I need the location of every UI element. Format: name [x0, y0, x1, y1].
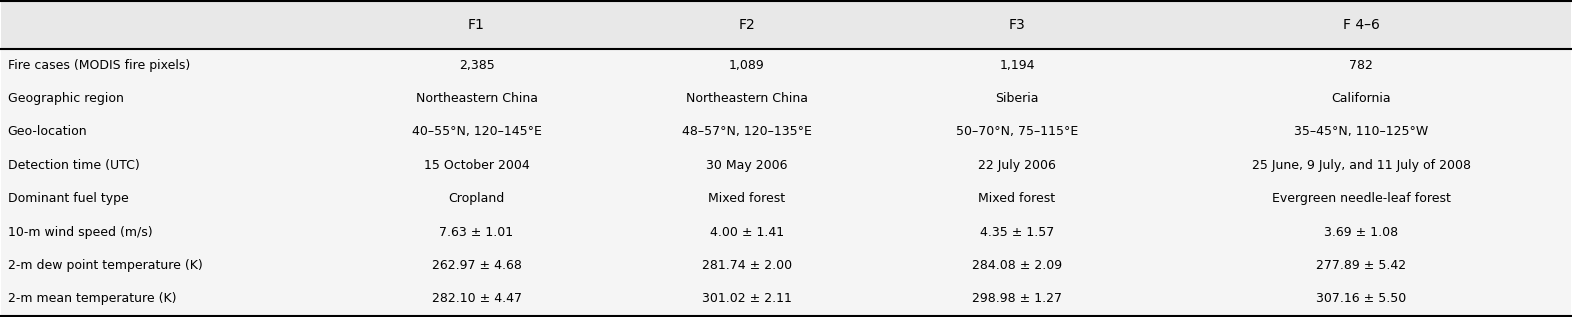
Text: 22 July 2006: 22 July 2006: [978, 159, 1056, 172]
Text: Mixed forest: Mixed forest: [978, 192, 1055, 205]
Text: Geo-location: Geo-location: [8, 126, 88, 139]
Text: 40–55°N, 120–145°E: 40–55°N, 120–145°E: [412, 126, 541, 139]
Text: Evergreen needle-leaf forest: Evergreen needle-leaf forest: [1272, 192, 1451, 205]
Text: 3.69 ± 1.08: 3.69 ± 1.08: [1324, 226, 1399, 239]
Text: 262.97 ± 4.68: 262.97 ± 4.68: [432, 259, 522, 272]
Text: 298.98 ± 1.27: 298.98 ± 1.27: [971, 292, 1063, 305]
Text: 1,089: 1,089: [729, 59, 764, 72]
Text: 782: 782: [1349, 59, 1374, 72]
Text: 50–70°N, 75–115°E: 50–70°N, 75–115°E: [956, 126, 1078, 139]
Text: 4.00 ± 1.41: 4.00 ± 1.41: [709, 226, 784, 239]
Text: Northeastern China: Northeastern China: [415, 92, 538, 105]
Text: 301.02 ± 2.11: 301.02 ± 2.11: [701, 292, 792, 305]
Text: F2: F2: [739, 18, 755, 32]
Text: Fire cases (MODIS fire pixels): Fire cases (MODIS fire pixels): [8, 59, 190, 72]
Bar: [2, 1, 1570, 49]
Text: Detection time (UTC): Detection time (UTC): [8, 159, 140, 172]
Bar: [2, 82, 1570, 115]
Bar: [2, 182, 1570, 216]
Bar: [2, 216, 1570, 249]
Text: 30 May 2006: 30 May 2006: [706, 159, 788, 172]
Text: Dominant fuel type: Dominant fuel type: [8, 192, 129, 205]
Text: 7.63 ± 1.01: 7.63 ± 1.01: [440, 226, 514, 239]
Bar: [2, 282, 1570, 316]
Text: Mixed forest: Mixed forest: [709, 192, 786, 205]
Bar: [2, 49, 1570, 82]
Text: F 4–6: F 4–6: [1342, 18, 1380, 32]
Text: 4.35 ± 1.57: 4.35 ± 1.57: [979, 226, 1055, 239]
Text: 307.16 ± 5.50: 307.16 ± 5.50: [1316, 292, 1407, 305]
Text: California: California: [1331, 92, 1391, 105]
Text: F3: F3: [1009, 18, 1025, 32]
Text: Cropland: Cropland: [448, 192, 505, 205]
Text: 2,385: 2,385: [459, 59, 494, 72]
Text: 284.08 ± 2.09: 284.08 ± 2.09: [971, 259, 1063, 272]
Text: 48–57°N, 120–135°E: 48–57°N, 120–135°E: [682, 126, 811, 139]
Text: Northeastern China: Northeastern China: [685, 92, 808, 105]
Text: 282.10 ± 4.47: 282.10 ± 4.47: [432, 292, 522, 305]
Text: 15 October 2004: 15 October 2004: [423, 159, 530, 172]
Bar: [2, 149, 1570, 182]
Text: F1: F1: [468, 18, 484, 32]
Text: 2-m mean temperature (K): 2-m mean temperature (K): [8, 292, 176, 305]
Bar: [2, 249, 1570, 282]
Text: 35–45°N, 110–125°W: 35–45°N, 110–125°W: [1294, 126, 1429, 139]
Text: 1,194: 1,194: [1000, 59, 1034, 72]
Text: Geographic region: Geographic region: [8, 92, 124, 105]
Text: 10-m wind speed (m/s): 10-m wind speed (m/s): [8, 226, 152, 239]
Bar: [2, 115, 1570, 149]
Text: 25 June, 9 July, and 11 July of 2008: 25 June, 9 July, and 11 July of 2008: [1251, 159, 1471, 172]
Text: 2-m dew point temperature (K): 2-m dew point temperature (K): [8, 259, 203, 272]
Text: 277.89 ± 5.42: 277.89 ± 5.42: [1316, 259, 1407, 272]
Text: Siberia: Siberia: [995, 92, 1039, 105]
Text: 281.74 ± 2.00: 281.74 ± 2.00: [701, 259, 792, 272]
